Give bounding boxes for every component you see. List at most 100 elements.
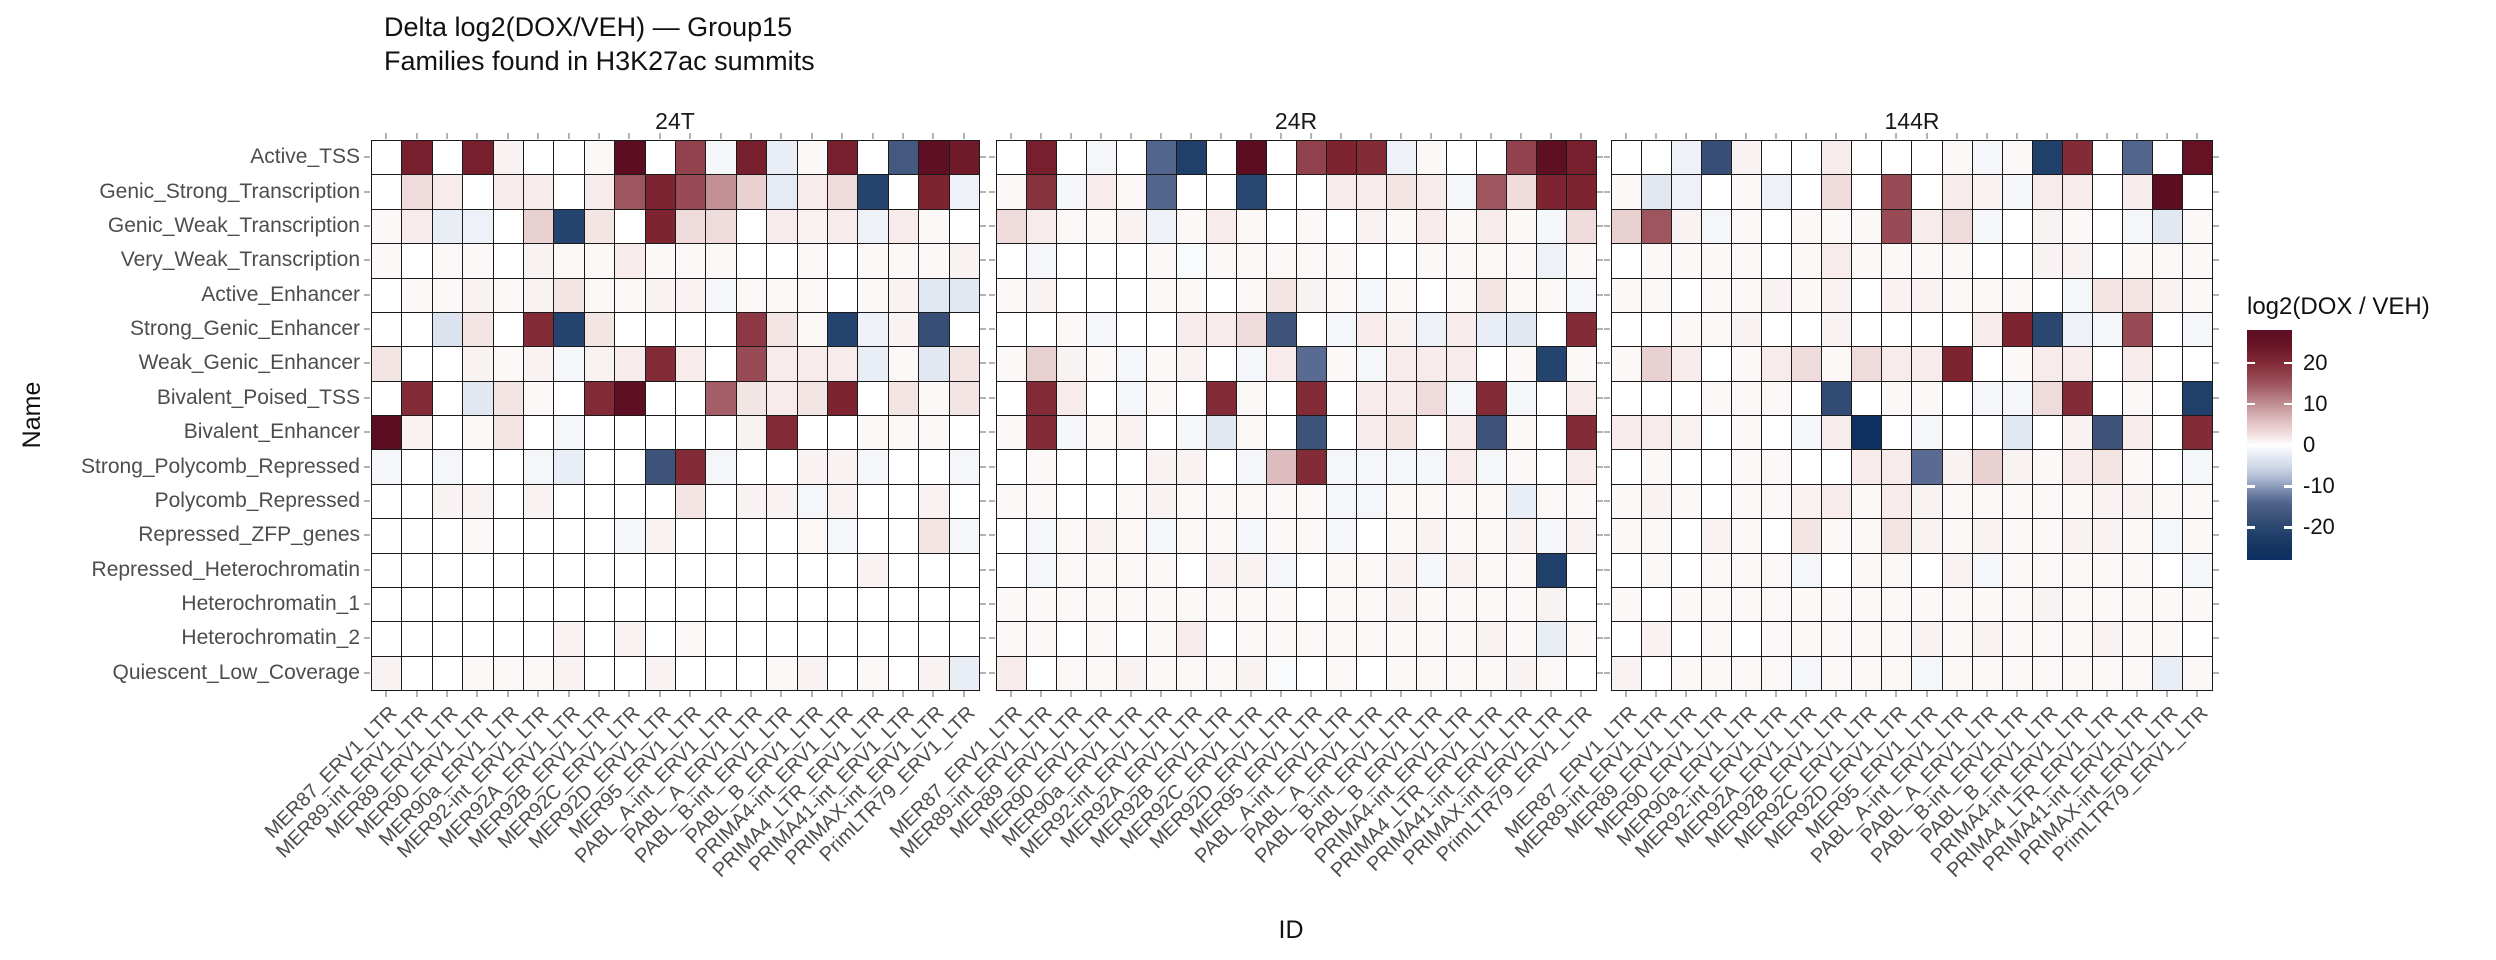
heatmap-cell (1537, 416, 1567, 451)
heatmap-cell (1177, 312, 1207, 348)
legend-tick (2247, 402, 2255, 406)
heatmap-cell (1642, 450, 1673, 485)
heatmap-cell (1702, 312, 1733, 348)
heatmap-cell (2092, 175, 2123, 210)
axis-tick (1280, 691, 1282, 697)
heatmap-cell (1327, 622, 1357, 657)
heatmap-cell (1057, 622, 1087, 657)
axis-tick (537, 691, 540, 697)
heatmap-cell (523, 381, 555, 416)
heatmap-cell (1417, 175, 1447, 210)
heatmap-cell (432, 519, 464, 554)
heatmap-cell (1117, 347, 1147, 382)
heatmap-cell (1417, 622, 1447, 657)
axis-tick (2213, 465, 2219, 468)
heatmap-cell (432, 622, 464, 657)
axis-tick (1604, 534, 1610, 537)
heatmap-cell (997, 381, 1027, 416)
heatmap-cell (797, 622, 828, 657)
heatmap-cell (2092, 209, 2123, 245)
heatmap-cell (2062, 381, 2093, 416)
heatmap-cell (1852, 278, 1883, 313)
axis-tick (989, 637, 995, 640)
heatmap-cell (1387, 278, 1417, 313)
axis-tick (415, 133, 418, 139)
heatmap-cell (372, 347, 403, 382)
heatmap-cell (997, 278, 1027, 313)
heatmap-cell (1822, 656, 1853, 691)
heatmap-cell (1822, 519, 1853, 554)
axis-tick (989, 190, 995, 193)
heatmap-cell (1267, 312, 1297, 348)
heatmap-cell (1702, 450, 1733, 485)
heatmap-cell (1732, 347, 1763, 382)
heatmap-cell (1267, 450, 1297, 485)
heatmap-cell (997, 587, 1027, 623)
axis-tick (2105, 691, 2108, 697)
heatmap-cell (1792, 553, 1823, 588)
heatmap-cell (1972, 450, 2003, 485)
heatmap-cell (1117, 278, 1147, 313)
heatmap-cell (949, 244, 980, 279)
heatmap-cell (1882, 519, 1913, 554)
heatmap-cell (1672, 587, 1703, 623)
heatmap-cell (1447, 347, 1477, 382)
axis-tick (841, 133, 844, 139)
axis-tick (1220, 133, 1222, 139)
heatmap-cell (1087, 381, 1117, 416)
heatmap-cell (2002, 416, 2033, 451)
heatmap-cell (1087, 244, 1117, 279)
heatmap-cell (1267, 553, 1297, 588)
heatmap-cell (463, 519, 494, 554)
chart-title-line1: Delta log2(DOX/VEH) — Group15 (384, 12, 793, 42)
heatmap-cell (1882, 622, 1913, 657)
heatmap-cell (1912, 312, 1943, 348)
heatmap-cell (2152, 141, 2183, 176)
heatmap-cell (997, 244, 1027, 279)
heatmap-cell (1822, 209, 1853, 245)
axis-tick (750, 691, 752, 697)
axis-tick (364, 328, 370, 331)
axis-tick (598, 133, 600, 139)
heatmap-cell (1537, 278, 1567, 313)
axis-tick (932, 133, 935, 139)
heatmap-cell (767, 553, 798, 588)
axis-tick (1190, 133, 1192, 139)
heatmap-cell (2092, 656, 2123, 691)
heatmap-cell (1672, 656, 1703, 691)
heatmap-cell (736, 622, 768, 657)
heatmap-cell (1297, 553, 1327, 588)
heatmap-cell (1207, 141, 1237, 176)
heatmap-cell (1267, 484, 1297, 520)
heatmap-cell (1057, 656, 1087, 691)
heatmap-cell (523, 244, 555, 279)
heatmap-cell (1087, 587, 1117, 623)
heatmap-cell (1447, 553, 1477, 588)
heatmap-cell (1642, 622, 1673, 657)
heatmap-cell (1267, 656, 1297, 691)
heatmap-cell (1057, 450, 1087, 485)
axis-tick (989, 534, 995, 537)
heatmap-cell (797, 587, 828, 623)
heatmap-cell (1147, 519, 1177, 554)
heatmap-cell (1117, 587, 1147, 623)
heatmap-cell (1087, 141, 1117, 176)
facet-label-24T: 24T (655, 108, 695, 134)
heatmap-cell (736, 519, 768, 554)
heatmap-cell (1912, 519, 1943, 554)
axis-tick (1805, 691, 1808, 697)
axis-tick (1040, 133, 1042, 139)
heatmap-cell (1642, 381, 1673, 416)
heatmap-cell (827, 175, 859, 210)
heatmap-cell (858, 244, 889, 279)
heatmap-cell (1447, 622, 1477, 657)
axis-tick (1625, 133, 1628, 139)
heatmap-cell (827, 244, 859, 279)
heatmap-cell (1357, 656, 1387, 691)
heatmap-cell (1792, 278, 1823, 313)
heatmap-cell (736, 587, 768, 623)
heatmap-cell (1852, 622, 1883, 657)
heatmap-cell (2182, 209, 2213, 245)
heatmap-cell (2002, 141, 2033, 176)
heatmap-cell (767, 141, 798, 176)
